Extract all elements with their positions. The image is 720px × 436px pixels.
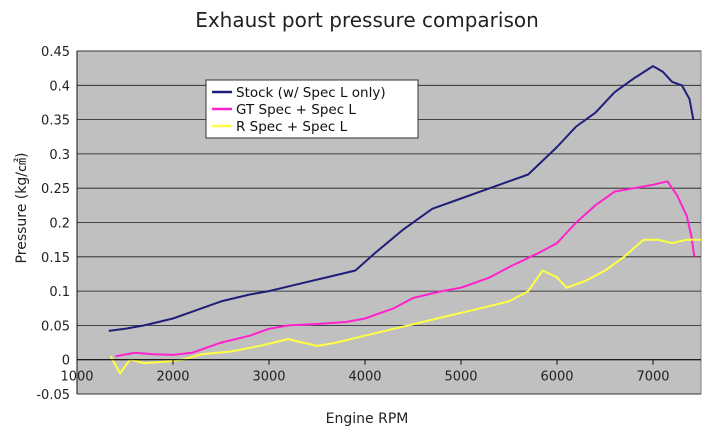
legend-label-2: GT Spec + Spec L — [236, 102, 356, 118]
x-tick-label: 1000 — [60, 370, 93, 385]
x-tick-label: 5000 — [444, 370, 477, 385]
x-tick-label: 6000 — [540, 370, 573, 385]
legend-label-3: R Spec + Spec L — [236, 119, 348, 135]
x-tick-label: 4000 — [348, 370, 381, 385]
legend: Stock (w/ Spec L only)GT Spec + Spec LR … — [205, 79, 419, 139]
y-tick-label: 0.4 — [49, 79, 70, 94]
legend-label-1: Stock (w/ Spec L only) — [236, 85, 386, 101]
y-tick-label: 0.45 — [41, 45, 70, 60]
y-tick-label: -0.05 — [36, 388, 70, 403]
y-axis-label: Pressure (kg/㎠) — [14, 153, 30, 264]
x-tick-label: 7000 — [636, 370, 669, 385]
x-tick-label: 2000 — [156, 370, 189, 385]
y-tick-label: 0.3 — [49, 148, 70, 163]
y-tick-label: 0.2 — [49, 217, 70, 232]
y-tick-label: 0.25 — [41, 182, 70, 197]
chart-title: Exhaust port pressure comparison — [195, 8, 539, 32]
axis-layer — [76, 51, 701, 394]
x-tick-label: 3000 — [252, 370, 285, 385]
x-axis-label: Engine RPM — [326, 411, 409, 427]
x-tick-labels: 1000 2000 3000 4000 5000 6000 7000 — [60, 370, 669, 385]
series-line-2 — [115, 180, 696, 358]
y-tick-label: 0.05 — [41, 319, 70, 334]
y-tick-labels: -0.05 0 0.05 0.1 0.15 0.2 0.25 0.3 0.35 0.4 0.45 — [36, 45, 70, 403]
legend-box — [205, 79, 419, 139]
series-line-1 — [108, 65, 695, 332]
y-tick-label: 0.15 — [41, 251, 70, 266]
y-tick-label: 0 — [62, 354, 70, 369]
y-tick-label: 0.1 — [49, 285, 70, 300]
y-tick-label: 0.35 — [41, 114, 70, 129]
